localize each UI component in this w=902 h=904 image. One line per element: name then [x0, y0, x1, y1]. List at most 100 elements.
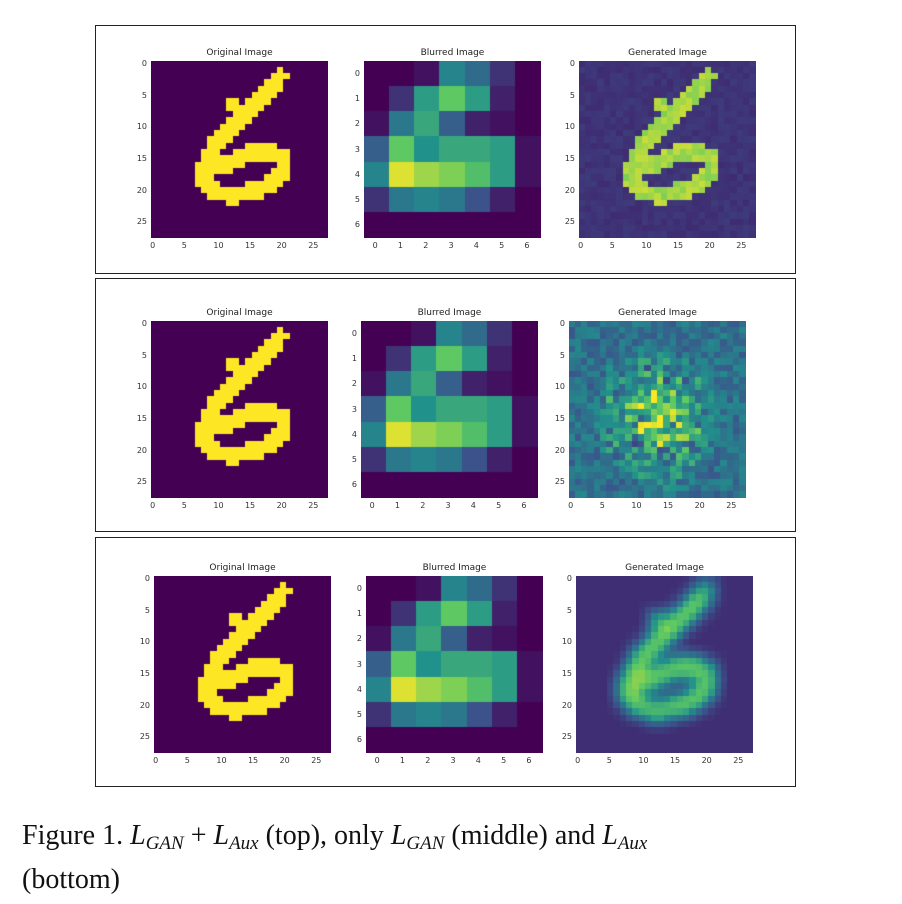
- x-tick-label: 1: [399, 756, 406, 765]
- y-tick-label: 3: [351, 404, 357, 414]
- subplot-original: Original Image 0 0 5 5 10 10 15 15 20 20 25 25: [140, 563, 331, 765]
- caption-symbol: L: [130, 820, 146, 851]
- y-tick-label: 2: [354, 119, 360, 129]
- x-tick-label: 10: [213, 501, 224, 510]
- subplot-title: Blurred Image: [417, 308, 482, 318]
- x-tick-label: 0: [150, 241, 156, 250]
- x-tick-label: 20: [694, 501, 705, 510]
- y-tick-label: 6: [356, 735, 362, 745]
- y-tick-label: 1: [354, 93, 360, 103]
- x-tick-label: 2: [423, 241, 429, 250]
- y-tick-label: 20: [136, 445, 147, 455]
- caption-text: (bottom): [22, 864, 120, 895]
- y-tick-label: 5: [144, 605, 150, 615]
- x-tick-label: 25: [733, 756, 744, 765]
- y-tick-label: 0: [144, 574, 150, 584]
- y-tick-label: 25: [136, 477, 147, 487]
- caption-text: (middle) and: [451, 820, 596, 851]
- subplot-title: Generated Image: [628, 48, 707, 58]
- x-tick-label: 15: [662, 501, 674, 510]
- x-tick-label: 0: [578, 241, 584, 250]
- x-tick-label: 25: [726, 501, 737, 510]
- y-tick-label: 5: [141, 350, 147, 360]
- subplot-title: Original Image: [206, 308, 273, 318]
- subplot-generated: Generated Image 0 0 5 5 10 10 15 15 20 20 25 25: [562, 563, 753, 765]
- caption-subscript: Aux: [229, 833, 259, 854]
- y-tick-label: 1: [351, 353, 357, 363]
- y-tick-label: 15: [561, 668, 572, 678]
- figure-caption: Figure 1. LGAN + LAux (top), only LGAN (…: [22, 818, 882, 898]
- x-tick-label: 0: [568, 501, 574, 510]
- y-tick-label: 0: [566, 574, 572, 584]
- y-tick-label: 0: [351, 328, 357, 338]
- caption-subscript: GAN: [406, 833, 445, 854]
- y-tick-label: 10: [136, 122, 147, 132]
- y-tick-label: 15: [554, 413, 565, 423]
- subplot-title: Generated Image: [625, 563, 704, 573]
- x-tick-label: 0: [150, 501, 156, 510]
- x-tick-label: 10: [641, 241, 652, 250]
- x-tick-label: 25: [308, 241, 319, 250]
- digit-image: [151, 61, 328, 238]
- y-tick-label: 1: [356, 608, 362, 618]
- subplot-generated: Generated Image 0 0 5 5 10 10 15 15 20 20 25 25: [555, 308, 746, 510]
- subplot-original: Original Image 0 0 5 5 10 10 15 15 20 20 25 25: [137, 308, 328, 510]
- caption-text: (top), only: [265, 820, 384, 851]
- x-tick-label: 6: [524, 241, 530, 250]
- y-tick-label: 4: [354, 169, 360, 179]
- figure-row-bottom: Original Image 0 0 5 5 10 10 15 15 20 20 25 25 Blur…: [95, 537, 796, 787]
- x-tick-label: 0: [372, 241, 378, 250]
- x-tick-label: 6: [526, 756, 532, 765]
- y-tick-label: 0: [354, 68, 360, 78]
- x-tick-label: 0: [153, 756, 159, 765]
- y-tick-label: 20: [561, 700, 572, 710]
- x-tick-label: 25: [736, 241, 747, 250]
- y-tick-label: 0: [356, 583, 362, 593]
- y-tick-label: 20: [554, 445, 565, 455]
- x-tick-label: 4: [470, 501, 476, 510]
- x-tick-label: 5: [609, 241, 615, 250]
- x-tick-label: 10: [213, 241, 224, 250]
- x-tick-label: 25: [308, 501, 319, 510]
- caption-symbol: L: [213, 820, 230, 851]
- x-tick-label: 15: [244, 241, 256, 250]
- y-tick-label: 0: [569, 59, 575, 69]
- digit-image: [579, 61, 756, 238]
- caption-symbol: L: [602, 820, 618, 851]
- subplot-title: Original Image: [206, 48, 273, 58]
- subplot-blurred: Blurred Image 0 0 1 1 2 2 3 3 4 4 5 5 6 6: [357, 563, 543, 765]
- y-tick-label: 5: [569, 90, 575, 100]
- subplot-title: Generated Image: [618, 308, 697, 318]
- x-tick-label: 10: [216, 756, 227, 765]
- y-tick-label: 20: [564, 185, 575, 195]
- x-tick-label: 1: [397, 241, 404, 250]
- y-tick-label: 10: [564, 122, 575, 132]
- y-tick-label: 5: [356, 710, 362, 720]
- subplot-blurred: Blurred Image 0 0 1 1 2 2 3 3 4 4 5 5 6 6: [355, 48, 541, 250]
- y-tick-label: 5: [351, 455, 357, 465]
- digit-image: [154, 576, 331, 753]
- x-tick-label: 5: [499, 241, 505, 250]
- y-tick-label: 0: [141, 319, 147, 329]
- x-tick-label: 15: [244, 501, 256, 510]
- x-tick-label: 1: [394, 501, 401, 510]
- x-tick-label: 5: [599, 501, 605, 510]
- y-tick-label: 10: [554, 382, 565, 392]
- figure-row-middle: Original Image 0 0 5 5 10 10 15 15 20 20 25 25 Blur…: [95, 278, 796, 532]
- subplot-title: Blurred Image: [420, 48, 485, 58]
- x-tick-label: 0: [374, 756, 380, 765]
- x-tick-label: 0: [369, 501, 375, 510]
- x-tick-label: 5: [181, 501, 187, 510]
- y-tick-label: 4: [356, 684, 362, 694]
- x-tick-label: 6: [521, 501, 527, 510]
- y-tick-label: 0: [559, 319, 565, 329]
- subplot-title: Original Image: [209, 563, 276, 573]
- x-tick-label: 20: [276, 501, 287, 510]
- caption-symbol: L: [390, 820, 407, 851]
- y-tick-label: 20: [139, 700, 150, 710]
- y-tick-label: 6: [354, 220, 360, 230]
- y-tick-label: 5: [566, 605, 572, 615]
- y-tick-label: 2: [351, 379, 357, 389]
- x-tick-label: 5: [184, 756, 190, 765]
- subplot-title: Blurred Image: [422, 563, 487, 573]
